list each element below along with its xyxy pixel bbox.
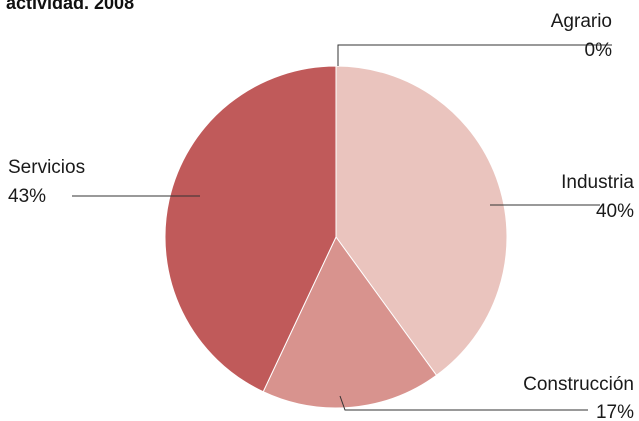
slice-value-servicios: 43% xyxy=(8,186,46,207)
pie-slice-construccion xyxy=(262,236,438,409)
leader-line-construccion xyxy=(339,395,588,411)
slice-label-industria: Industria xyxy=(561,172,634,193)
slice-value-construccion: 17% xyxy=(596,402,634,421)
pie-slices xyxy=(164,65,508,409)
chart-title: actividad. 2008 xyxy=(6,0,134,13)
pie-slice-servicios xyxy=(164,65,337,393)
slice-value-agrario: 0% xyxy=(585,40,613,61)
pie-slice-industria xyxy=(335,65,508,377)
slice-label-servicios: Servicios xyxy=(8,157,85,178)
leader-line-agrario xyxy=(337,44,612,66)
leader-lines xyxy=(72,44,612,411)
slice-label-construccion: Construcción xyxy=(523,374,634,395)
slice-label-agrario: Agrario xyxy=(551,11,612,32)
slice-value-industria: 40% xyxy=(596,201,634,222)
